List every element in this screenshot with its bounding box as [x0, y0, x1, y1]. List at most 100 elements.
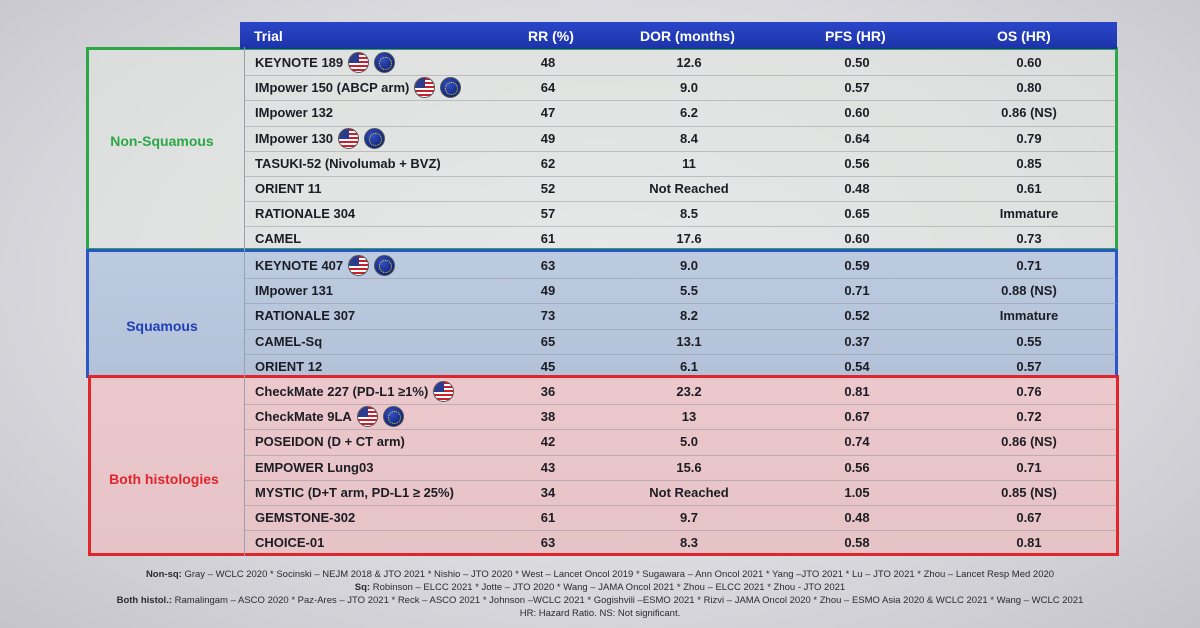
references-footer: Non-sq: Gray – WCLC 2020 * Socinski – NE…	[40, 568, 1160, 620]
os-value: 0.55	[1016, 333, 1042, 349]
os-value: 0.61	[1016, 181, 1042, 196]
rr-value: 64	[540, 80, 556, 96]
row-divider	[244, 353, 1117, 355]
us-flag-icon	[356, 406, 378, 428]
pfs-value: 0.54	[844, 358, 870, 374]
pfs-value: 0.64	[844, 130, 870, 146]
us-flag-icon	[433, 381, 455, 402]
trial-cell: ORIENT 12	[255, 356, 322, 377]
os-value: 0.86 (NS)	[1001, 105, 1057, 121]
pfs-value: 0.56	[844, 459, 870, 475]
eu-flag-icon	[374, 52, 396, 73]
table-row: IMpower 131 49 5.5 0.71 0.88 (NS)	[244, 278, 1117, 303]
eu-flag-icon	[374, 255, 396, 276]
trial-cell: RATIONALE 307	[255, 305, 355, 326]
table-row: CHOICE-01 63 8.3 0.58 0.81	[244, 530, 1117, 555]
trial-name: POSEIDON (D + CT arm)	[255, 434, 405, 450]
trial-name: ORIENT 11	[255, 181, 322, 196]
header-pfs: PFS (HR)	[825, 28, 886, 44]
dor-value: 13	[681, 409, 697, 425]
row-divider	[244, 125, 1117, 127]
table-row: GEMSTONE-302 61 9.7 0.48 0.67	[244, 505, 1117, 530]
trial-cell: GEMSTONE-302	[255, 507, 355, 528]
row-divider	[244, 226, 1117, 228]
os-value: 0.72	[1016, 409, 1042, 425]
rr-value: 49	[540, 283, 556, 299]
trial-cell: KEYNOTE 407	[255, 255, 396, 276]
pfs-value: 0.65	[844, 206, 870, 222]
trial-cell: CAMEL-Sq	[255, 331, 322, 352]
us-flag-icon	[348, 52, 370, 73]
row-divider	[244, 530, 1117, 532]
header-os: OS (HR)	[997, 28, 1051, 44]
both-divider	[244, 375, 245, 556]
table-row: CheckMate 227 (PD-L1 ≥1%) 36 23.2 0.81 0.76	[244, 379, 1117, 404]
header-dor: DOR (months)	[640, 28, 735, 44]
dor-value: 8.5	[679, 206, 699, 222]
footer-both-text: Ramalingam – ASCO 2020 * Paz-Ares – JTO …	[172, 595, 1084, 606]
table-header: Trial RR (%) DOR (months) PFS (HR) OS (H…	[240, 22, 1117, 49]
footer-nonsq-label: Non-sq:	[145, 569, 182, 580]
os-value: Immature	[999, 206, 1059, 222]
pfs-value: 1.05	[844, 484, 870, 500]
dor-value: 23.2	[676, 384, 702, 399]
footer-sq-line: Sq: Robinson – ELCC 2021 * Jotte – JTO 2…	[40, 581, 1160, 594]
trial-cell: KEYNOTE 189	[255, 52, 396, 73]
dor-value: Not Reached	[649, 484, 729, 500]
row-divider	[244, 429, 1117, 431]
pfs-value: 0.37	[844, 333, 870, 349]
pfs-value: 0.48	[844, 510, 870, 525]
row-divider	[244, 303, 1117, 305]
rr-value: 45	[540, 358, 556, 374]
rr-value: 49	[540, 130, 556, 146]
row-divider	[244, 328, 1117, 330]
pfs-value: 0.67	[844, 409, 870, 425]
pfs-value: 0.57	[844, 80, 870, 96]
rr-value: 63	[540, 535, 556, 551]
row-divider	[244, 479, 1117, 481]
eu-flag-icon	[440, 77, 462, 99]
dor-value: 9.0	[679, 80, 699, 96]
group-label-squamous: Squamous	[126, 318, 198, 334]
os-value: 0.86 (NS)	[1001, 434, 1057, 450]
trial-cell: CHOICE-01	[255, 532, 324, 553]
table-row: ORIENT 12 45 6.1 0.54 0.57	[244, 354, 1117, 379]
dor-value: 5.5	[679, 283, 699, 299]
os-value: Immature	[999, 308, 1059, 324]
trial-name: IMpower 132	[255, 105, 334, 121]
trial-name: CAMEL-Sq	[255, 333, 323, 349]
trial-cell: POSEIDON (D + CT arm)	[255, 431, 405, 452]
both-histologies-group-box	[88, 375, 1119, 556]
table-row: RATIONALE 307 73 8.2 0.52 Immature	[244, 303, 1117, 328]
us-flag-icon	[338, 127, 360, 149]
us-flag-icon	[414, 77, 436, 99]
footer-both-line: Both histol.: Ramalingam – ASCO 2020 * P…	[40, 594, 1160, 607]
trial-name: RATIONALE 304	[255, 206, 356, 222]
header-trial: Trial	[254, 28, 283, 44]
footer-hr-note: HR: Hazard Ratio. NS: Not significant.	[519, 608, 681, 619]
row-divider	[244, 176, 1117, 177]
pfs-value: 0.50	[844, 55, 870, 70]
rr-value: 61	[540, 231, 556, 247]
os-value: 0.67	[1016, 510, 1042, 525]
rr-value: 34	[540, 484, 556, 500]
trial-name: IMpower 130	[255, 130, 334, 146]
trial-name: CAMEL	[255, 231, 302, 247]
footer-nonsq-text: Gray – WCLC 2020 * Socinski – NEJM 2018 …	[181, 569, 1055, 580]
row-divider	[244, 201, 1117, 203]
dor-value: 13.1	[676, 333, 702, 349]
header-rr: RR (%)	[528, 28, 574, 44]
group-label-non-squamous: Non-Squamous	[110, 133, 214, 149]
os-value: 0.73	[1016, 231, 1042, 247]
rr-value: 38	[540, 409, 556, 425]
row-divider	[244, 150, 1117, 152]
dor-value: 8.2	[679, 308, 699, 324]
rr-value: 61	[540, 510, 556, 525]
trial-cell: IMpower 150 (ABCP arm)	[255, 77, 462, 99]
pfs-value: 0.81	[844, 384, 870, 399]
dor-value: 5.0	[679, 434, 699, 450]
row-divider	[244, 75, 1117, 77]
table-row: ORIENT 11 52 Not Reached 0.48 0.61	[244, 176, 1117, 201]
rr-value: 48	[540, 55, 556, 70]
